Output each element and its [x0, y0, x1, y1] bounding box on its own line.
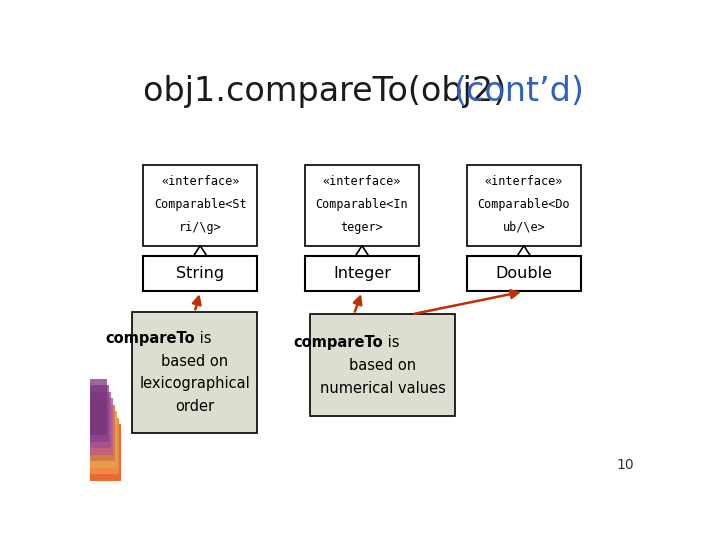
Text: obj1.compareTo(obj2): obj1.compareTo(obj2)	[143, 76, 517, 109]
Bar	[90, 411, 117, 468]
Bar	[90, 65, 132, 481]
Text: Comparable<In: Comparable<In	[315, 198, 408, 211]
Bar	[467, 256, 581, 292]
Bar	[310, 314, 456, 416]
Text: based on: based on	[349, 357, 416, 373]
Bar	[90, 379, 107, 435]
Text: is: is	[194, 330, 211, 346]
Bar	[90, 392, 111, 448]
Text: ub/\e>: ub/\e>	[503, 221, 545, 234]
Bar	[90, 405, 115, 461]
Text: Double: Double	[495, 266, 552, 281]
Bar	[90, 424, 121, 481]
Text: (cont’d): (cont’d)	[453, 76, 584, 109]
Bar	[305, 165, 419, 246]
Text: is: is	[383, 335, 400, 350]
Bar	[143, 165, 258, 246]
Text: 10: 10	[616, 458, 634, 472]
Bar	[132, 312, 258, 433]
Text: based on: based on	[161, 354, 228, 369]
Bar	[305, 256, 419, 292]
Bar	[143, 256, 258, 292]
Text: compareTo: compareTo	[293, 335, 383, 350]
Text: compareTo: compareTo	[105, 330, 194, 346]
Bar	[90, 386, 109, 442]
Bar	[467, 165, 581, 246]
Text: «interface»: «interface»	[323, 175, 401, 188]
Text: String: String	[176, 266, 224, 281]
Bar	[90, 399, 113, 455]
Text: «interface»: «interface»	[485, 175, 563, 188]
Text: order: order	[175, 399, 214, 414]
Text: Comparable<Do: Comparable<Do	[477, 198, 570, 211]
Text: teger>: teger>	[341, 221, 383, 234]
Text: numerical values: numerical values	[320, 381, 446, 396]
Bar	[90, 418, 119, 474]
Text: ri/\g>: ri/\g>	[179, 221, 222, 234]
Text: Comparable<St: Comparable<St	[154, 198, 246, 211]
Text: «interface»: «interface»	[161, 175, 239, 188]
Text: lexicographical: lexicographical	[139, 376, 250, 392]
Text: Integer: Integer	[333, 266, 391, 281]
